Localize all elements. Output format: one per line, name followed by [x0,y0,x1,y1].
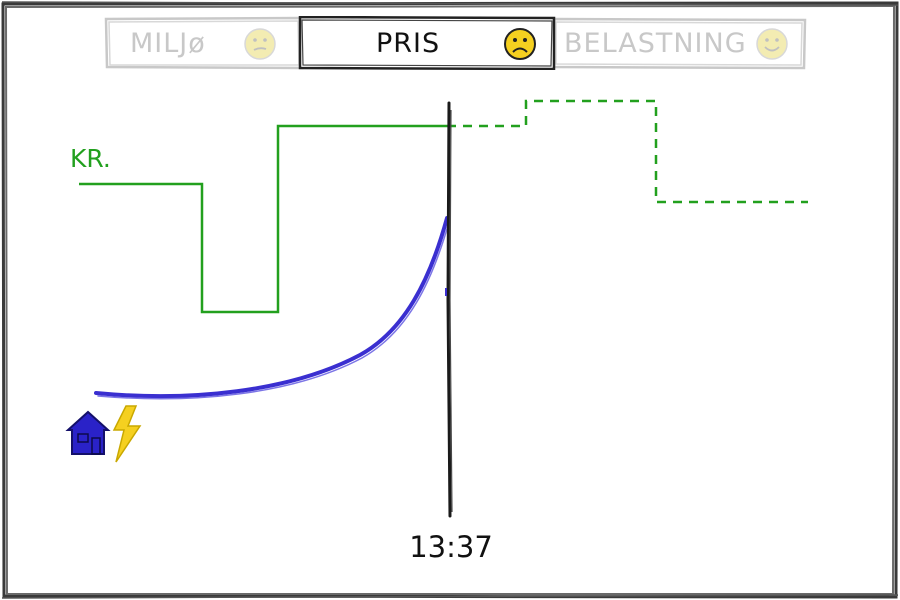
tab-belastning-label: BELASTNING [564,27,747,59]
tab-pris[interactable]: PRIS [300,16,554,70]
tab-miljo-label: MILJø [130,27,206,59]
tab-pris-label: PRIS [376,27,441,59]
sad-face-icon [504,28,536,60]
consumption-curve-sketch [97,221,450,400]
lightning-icon [112,405,142,463]
happy-face-icon [756,28,788,60]
house-icon [65,410,111,455]
consumer-legend [65,405,142,463]
now-marker-line [446,101,452,518]
price-line-forecast [447,99,808,204]
tab-bar-outline [104,16,807,70]
price-line-past [79,124,447,314]
tab-belastning[interactable]: BELASTNING [554,16,808,70]
tab-bar: MILJø PRIS BELASTNING [104,16,808,70]
tab-miljo[interactable]: MILJø [104,16,300,70]
price-unit-label: KR. [70,144,111,173]
neutral-face-icon [244,28,276,60]
consumption-curve [94,216,449,399]
current-time-label: 13:37 [409,530,493,564]
